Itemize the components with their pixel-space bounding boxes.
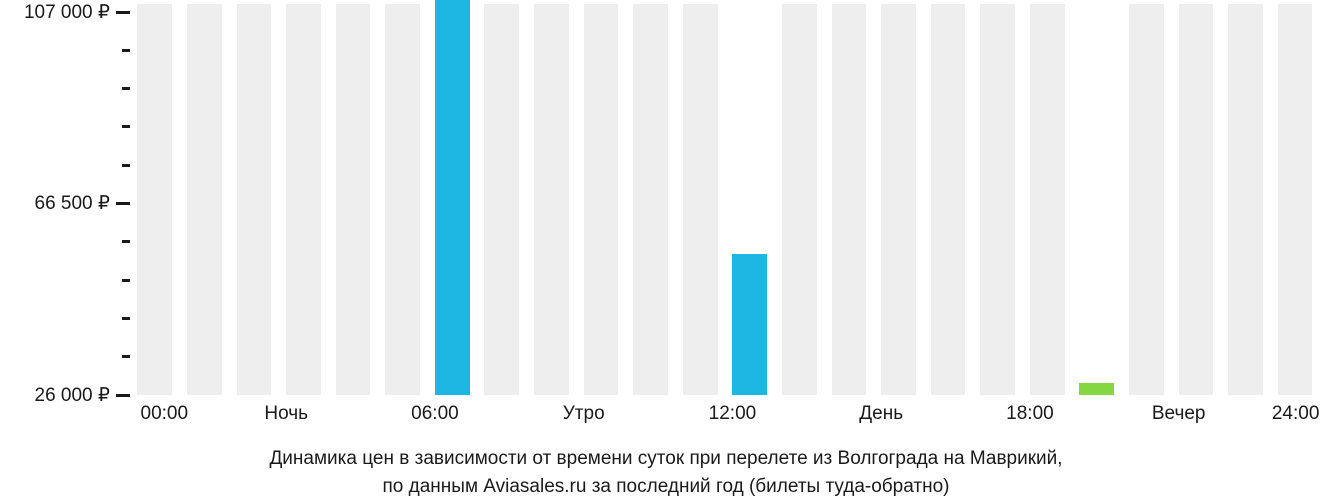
y-tick-label: 66 500 ₽ bbox=[35, 192, 110, 215]
hour-slot bbox=[1270, 0, 1320, 395]
placeholder-bar bbox=[1129, 4, 1164, 395]
hour-slot bbox=[477, 0, 527, 395]
x-axis-label: 24:00 bbox=[1272, 403, 1320, 425]
hour-slot bbox=[180, 0, 230, 395]
hour-slot bbox=[229, 0, 279, 395]
hour-slot bbox=[1221, 0, 1271, 395]
hour-slot bbox=[874, 0, 924, 395]
hour-slot bbox=[427, 0, 477, 395]
bars-container bbox=[130, 0, 1320, 395]
hour-slot bbox=[1072, 0, 1122, 395]
caption-line-2: по данным Aviasales.ru за последний год … bbox=[383, 476, 950, 497]
y-tick-mark bbox=[122, 164, 130, 167]
placeholder-bar bbox=[237, 4, 272, 395]
y-tick-mark bbox=[122, 279, 130, 282]
placeholder-bar bbox=[1030, 4, 1065, 395]
x-axis-label: Ночь bbox=[264, 403, 308, 425]
hour-slot bbox=[1171, 0, 1221, 395]
y-tick-mark bbox=[122, 87, 130, 90]
placeholder-bar bbox=[633, 4, 668, 395]
hour-slot bbox=[1122, 0, 1172, 395]
y-tick-mark bbox=[122, 240, 130, 243]
hour-slot bbox=[130, 0, 180, 395]
hour-slot bbox=[626, 0, 676, 395]
chart-caption: Динамика цен в зависимости от времени су… bbox=[0, 445, 1332, 500]
placeholder-bar bbox=[832, 4, 867, 395]
hour-slot bbox=[378, 0, 428, 395]
hour-slot bbox=[576, 0, 626, 395]
y-tick-mark bbox=[116, 394, 130, 397]
y-tick-mark bbox=[122, 317, 130, 320]
y-tick-mark bbox=[116, 11, 130, 14]
price-bar bbox=[1079, 383, 1114, 395]
placeholder-bar bbox=[980, 4, 1015, 395]
placeholder-bar bbox=[137, 4, 172, 395]
placeholder-bar bbox=[286, 4, 321, 395]
hour-slot bbox=[527, 0, 577, 395]
x-axis-label: День bbox=[859, 403, 903, 425]
y-tick-label: 26 000 ₽ bbox=[35, 384, 110, 407]
placeholder-bar bbox=[1228, 4, 1263, 395]
plot-area bbox=[130, 0, 1320, 395]
placeholder-bar bbox=[931, 4, 966, 395]
x-axis: 00:00 Ночь 06:00 Утро 12:00 День 18:00 Вечер 24:… bbox=[130, 395, 1320, 435]
price-by-hour-chart: 107 000 ₽ 66 500 ₽ 26 000 ₽ 00:00 Ночь 06:00… bbox=[0, 0, 1332, 502]
placeholder-bar bbox=[187, 4, 222, 395]
y-tick-label: 107 000 ₽ bbox=[24, 1, 110, 24]
hour-slot bbox=[279, 0, 329, 395]
price-bar bbox=[732, 254, 767, 395]
placeholder-bar bbox=[1278, 4, 1313, 395]
placeholder-bar bbox=[683, 4, 718, 395]
hour-slot bbox=[725, 0, 775, 395]
y-tick-mark bbox=[122, 355, 130, 358]
hour-slot bbox=[973, 0, 1023, 395]
caption-line-1: Динамика цен в зависимости от времени су… bbox=[269, 448, 1062, 469]
y-axis: 107 000 ₽66 500 ₽26 000 ₽ bbox=[0, 0, 130, 395]
y-tick-mark bbox=[122, 49, 130, 52]
x-axis-label: 06:00 bbox=[411, 403, 459, 425]
placeholder-bar bbox=[484, 4, 519, 395]
hour-slot bbox=[824, 0, 874, 395]
x-axis-label: Утро bbox=[563, 403, 605, 425]
x-axis-label: 18:00 bbox=[1006, 403, 1054, 425]
placeholder-bar bbox=[782, 4, 817, 395]
placeholder-bar bbox=[534, 4, 569, 395]
placeholder-bar bbox=[1179, 4, 1214, 395]
hour-slot bbox=[1022, 0, 1072, 395]
y-tick-mark bbox=[122, 125, 130, 128]
hour-slot bbox=[675, 0, 725, 395]
x-axis-label: Вечер bbox=[1152, 403, 1206, 425]
y-tick-mark bbox=[116, 202, 130, 205]
hour-slot bbox=[328, 0, 378, 395]
price-bar bbox=[435, 0, 470, 395]
hour-slot bbox=[923, 0, 973, 395]
placeholder-bar bbox=[584, 4, 619, 395]
x-axis-label: 12:00 bbox=[709, 403, 757, 425]
placeholder-bar bbox=[385, 4, 420, 395]
placeholder-bar bbox=[336, 4, 371, 395]
hour-slot bbox=[775, 0, 825, 395]
x-axis-label: 00:00 bbox=[141, 403, 189, 425]
placeholder-bar bbox=[881, 4, 916, 395]
